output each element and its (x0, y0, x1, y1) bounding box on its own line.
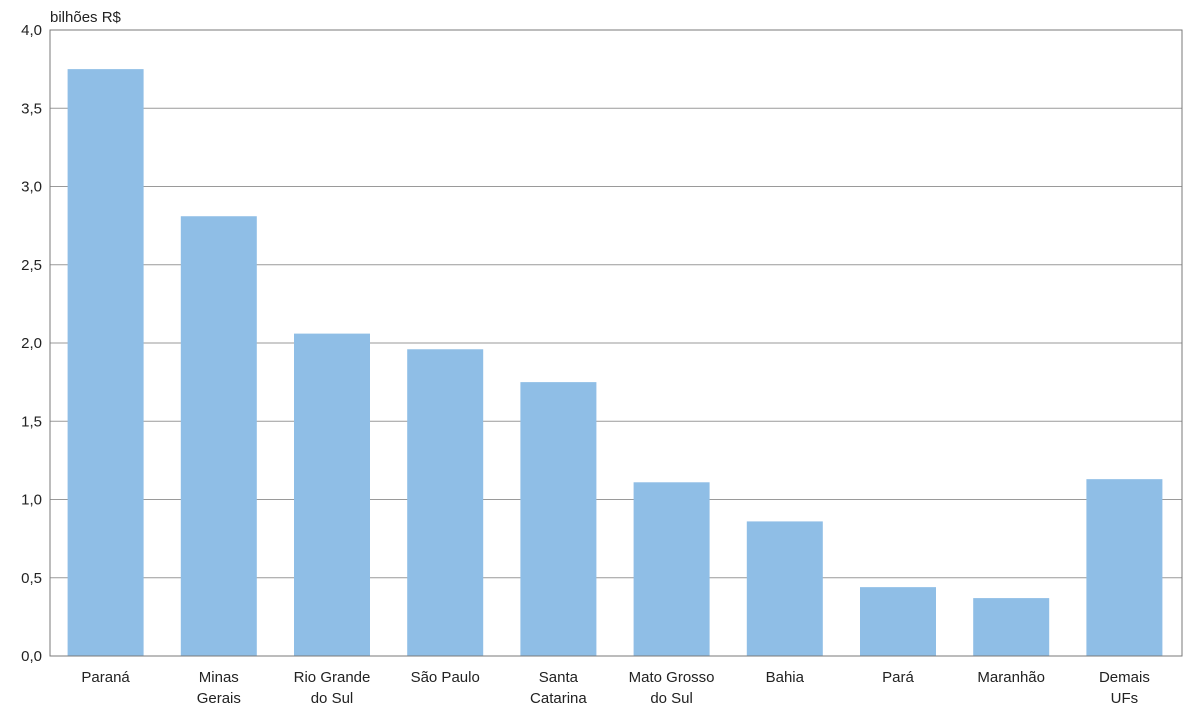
y-tick-label: 4,0 (21, 22, 42, 39)
y-tick-label: 2,5 (21, 257, 42, 274)
x-category-label: Demais UFs (1099, 669, 1150, 707)
bar (180, 216, 257, 657)
y-axis-ticks: 0,0 0,5 1,0 1,5 2,0 2,5 3,0 3,5 4,0 (21, 22, 42, 665)
y-tick-label: 0,5 (21, 570, 42, 587)
bar (1086, 479, 1163, 656)
bar (520, 382, 597, 656)
bar (973, 598, 1050, 656)
bar (294, 333, 370, 656)
x-category-label: Pará (882, 669, 914, 686)
bar (860, 587, 936, 656)
x-category-label: Paraná (81, 669, 130, 686)
y-tick-label: 2,0 (21, 335, 42, 352)
x-category-label: Bahia (766, 669, 805, 686)
x-category-label: São Paulo (411, 669, 480, 686)
bar (746, 521, 823, 656)
y-tick-label: 3,5 (21, 100, 42, 117)
bar (633, 482, 710, 656)
x-category-label: Rio Grande do Sul (294, 669, 371, 707)
bars (67, 69, 1163, 657)
y-tick-label: 1,5 (21, 413, 42, 430)
y-tick-label: 1,0 (21, 492, 42, 509)
x-category-label: Minas Gerais (197, 669, 241, 707)
plot-frame (49, 29, 1183, 657)
y-axis-unit-label: bilhões R$ (50, 9, 122, 26)
x-category-label: Mato Grosso do Sul (629, 669, 715, 707)
x-axis-labels: Paraná Minas Gerais Rio Grande do Sul São Pau… (81, 669, 1149, 707)
bar (67, 69, 144, 656)
x-category-label: Maranhão (977, 669, 1045, 686)
y-tick-label: 0,0 (21, 648, 42, 665)
x-category-label: Santa Catarina (530, 669, 587, 707)
y-tick-label: 3,0 (21, 179, 42, 196)
bar (407, 349, 484, 656)
